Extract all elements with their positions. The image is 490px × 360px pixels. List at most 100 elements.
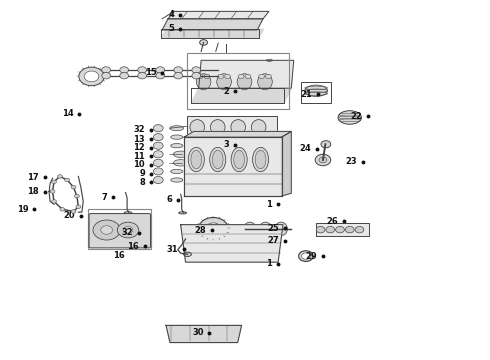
Ellipse shape bbox=[234, 150, 245, 169]
Text: 31: 31 bbox=[166, 245, 178, 254]
Polygon shape bbox=[192, 88, 291, 103]
Text: 6: 6 bbox=[166, 195, 172, 204]
Text: 5: 5 bbox=[169, 24, 174, 33]
Polygon shape bbox=[181, 225, 283, 262]
Ellipse shape bbox=[231, 120, 245, 135]
Ellipse shape bbox=[102, 67, 111, 73]
Text: 30: 30 bbox=[192, 328, 203, 337]
Circle shape bbox=[266, 74, 271, 78]
Bar bbox=[88, 209, 151, 249]
Circle shape bbox=[218, 74, 223, 78]
Ellipse shape bbox=[138, 72, 147, 79]
Ellipse shape bbox=[212, 150, 223, 169]
Text: 7: 7 bbox=[102, 193, 108, 202]
Circle shape bbox=[84, 71, 99, 82]
Circle shape bbox=[224, 74, 230, 78]
Text: 14: 14 bbox=[62, 109, 74, 118]
Circle shape bbox=[74, 194, 79, 198]
Circle shape bbox=[199, 217, 228, 239]
Text: 1: 1 bbox=[267, 200, 272, 209]
Text: 16: 16 bbox=[127, 242, 139, 251]
Circle shape bbox=[259, 74, 265, 78]
Text: 22: 22 bbox=[350, 112, 362, 121]
Ellipse shape bbox=[244, 222, 256, 236]
Circle shape bbox=[51, 200, 56, 203]
Bar bbox=[316, 223, 369, 237]
Ellipse shape bbox=[171, 178, 183, 182]
Circle shape bbox=[245, 74, 251, 78]
Text: 8: 8 bbox=[139, 177, 145, 186]
Text: 15: 15 bbox=[145, 68, 156, 77]
Text: 13: 13 bbox=[133, 135, 145, 144]
Circle shape bbox=[206, 223, 220, 234]
FancyBboxPatch shape bbox=[89, 213, 150, 248]
Circle shape bbox=[200, 40, 207, 45]
Polygon shape bbox=[168, 12, 269, 19]
Circle shape bbox=[238, 74, 244, 78]
Ellipse shape bbox=[184, 252, 192, 256]
Ellipse shape bbox=[192, 72, 201, 79]
Ellipse shape bbox=[156, 67, 165, 73]
Circle shape bbox=[51, 180, 56, 184]
Text: 3: 3 bbox=[223, 140, 229, 149]
Ellipse shape bbox=[171, 135, 183, 139]
Ellipse shape bbox=[173, 159, 188, 166]
Circle shape bbox=[355, 226, 364, 233]
Circle shape bbox=[57, 175, 62, 178]
Ellipse shape bbox=[170, 126, 184, 131]
Ellipse shape bbox=[258, 74, 272, 90]
Circle shape bbox=[117, 222, 139, 238]
Text: 18: 18 bbox=[27, 187, 39, 196]
Ellipse shape bbox=[298, 251, 313, 261]
Polygon shape bbox=[282, 131, 291, 196]
Circle shape bbox=[101, 226, 113, 234]
Ellipse shape bbox=[255, 150, 266, 169]
Text: 29: 29 bbox=[305, 252, 317, 261]
Ellipse shape bbox=[305, 85, 327, 96]
Circle shape bbox=[153, 134, 163, 141]
Polygon shape bbox=[161, 29, 264, 38]
Ellipse shape bbox=[252, 147, 269, 172]
Circle shape bbox=[204, 74, 210, 78]
Text: 21: 21 bbox=[300, 90, 312, 99]
Text: 2: 2 bbox=[223, 87, 229, 96]
Text: 32: 32 bbox=[133, 125, 145, 134]
Ellipse shape bbox=[267, 59, 272, 62]
Ellipse shape bbox=[259, 222, 272, 236]
Text: 10: 10 bbox=[133, 161, 145, 170]
Circle shape bbox=[319, 157, 327, 163]
Circle shape bbox=[153, 125, 163, 132]
Ellipse shape bbox=[338, 111, 362, 124]
Circle shape bbox=[93, 220, 120, 240]
Circle shape bbox=[153, 176, 163, 184]
Polygon shape bbox=[162, 19, 263, 30]
Text: 28: 28 bbox=[195, 225, 206, 234]
Circle shape bbox=[76, 205, 81, 208]
Ellipse shape bbox=[174, 72, 183, 79]
Circle shape bbox=[71, 185, 76, 189]
Polygon shape bbox=[166, 325, 242, 342]
Ellipse shape bbox=[275, 222, 288, 236]
Ellipse shape bbox=[174, 67, 183, 73]
Ellipse shape bbox=[190, 120, 204, 135]
Text: 9: 9 bbox=[139, 169, 145, 178]
Text: 1: 1 bbox=[267, 260, 272, 269]
Ellipse shape bbox=[210, 120, 225, 135]
Circle shape bbox=[316, 226, 325, 233]
Circle shape bbox=[197, 74, 203, 78]
Ellipse shape bbox=[231, 147, 247, 172]
Ellipse shape bbox=[156, 72, 165, 79]
Circle shape bbox=[153, 159, 163, 166]
Ellipse shape bbox=[192, 67, 201, 73]
Text: 11: 11 bbox=[133, 152, 145, 161]
Polygon shape bbox=[184, 137, 282, 196]
Text: 12: 12 bbox=[133, 143, 145, 152]
Ellipse shape bbox=[171, 144, 183, 148]
Circle shape bbox=[71, 210, 76, 213]
Ellipse shape bbox=[210, 147, 226, 172]
Circle shape bbox=[153, 142, 163, 149]
Bar bbox=[301, 82, 331, 103]
Ellipse shape bbox=[124, 212, 132, 214]
Circle shape bbox=[153, 151, 163, 158]
Ellipse shape bbox=[102, 72, 111, 79]
